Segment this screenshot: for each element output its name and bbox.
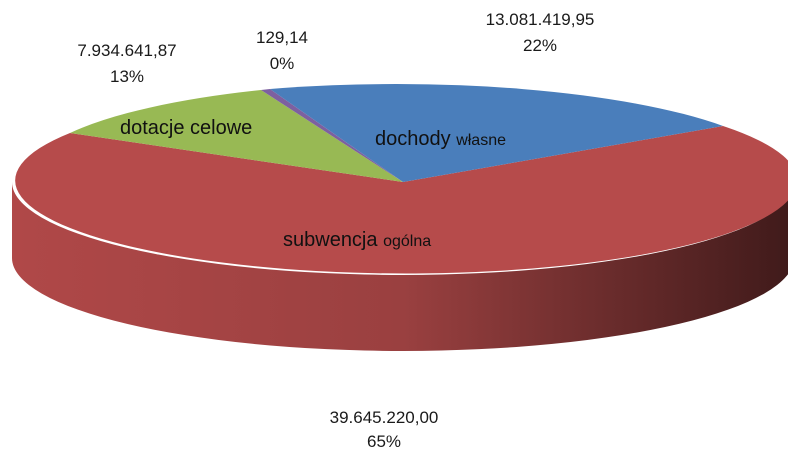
slice-label-dotacje-celowe: dotacje celowe [120,117,252,139]
slice-label-main: subwencja [283,229,378,251]
pie-side-wall [12,182,788,351]
pie-slice-subwencja-ogolna [15,126,788,274]
slice-label-small: ogólna [383,233,431,250]
slice-label-subwencja-ogolna: subwencja ogólna [283,229,431,251]
pie-slice-dotacje-celowe [70,90,403,182]
percent-label-dochody-wlasne: 22% [523,36,557,55]
value-label-other: 129,14 [256,28,308,47]
slice-label-small: własne [455,132,506,149]
value-label-subwencja-ogolna: 39.645.220,00 [330,408,439,427]
percent-label-subwencja-ogolna: 65% [367,432,401,450]
value-label-dotacje-celowe: 7.934.641,87 [77,41,176,60]
pie-slice-other [261,89,403,182]
value-label-dochody-wlasne: 13.081.419,95 [486,10,595,29]
pie-slice-dochody-wlasne [270,84,723,182]
percent-label-other: 0% [270,54,295,73]
slice-label-dochody-wlasne: dochody własne [375,128,506,150]
slice-label-main: dochody [375,128,451,150]
percent-label-dotacje-celowe: 13% [110,67,144,86]
